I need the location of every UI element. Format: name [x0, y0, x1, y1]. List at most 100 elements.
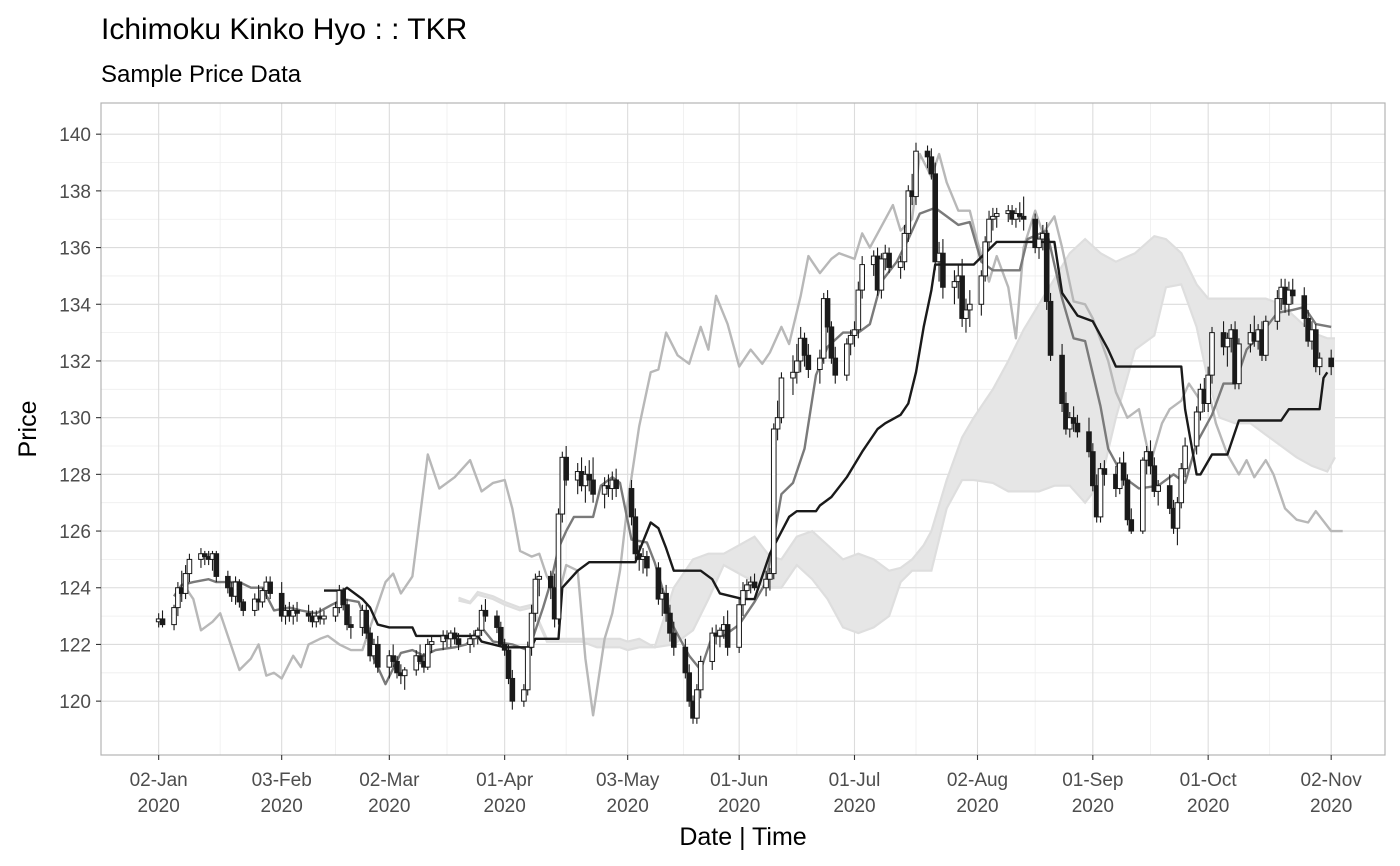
candle-body-up — [1155, 485, 1161, 492]
x-tick-label-date: 02-Jan — [130, 770, 188, 791]
candlestick — [471, 630, 477, 648]
candlestick — [767, 567, 773, 591]
candlestick — [817, 349, 823, 384]
y-tick-label: 138 — [59, 182, 91, 203]
candlestick — [736, 599, 742, 653]
candle-body-down — [1047, 300, 1054, 356]
candlestick — [774, 400, 781, 441]
candlestick — [897, 256, 904, 279]
y-tick-label: 122 — [59, 635, 91, 656]
x-tick-label-year: 2020 — [1072, 796, 1114, 817]
candlestick — [1140, 457, 1146, 534]
x-tick-label-year: 2020 — [607, 796, 649, 817]
candlestick — [1070, 406, 1077, 432]
candle-body-down — [1059, 354, 1065, 404]
candlestick — [294, 601, 300, 622]
candle-body-up — [1178, 468, 1185, 504]
candlestick — [982, 236, 988, 282]
x-tick-label-year: 2020 — [484, 796, 526, 817]
candlestick — [1178, 463, 1185, 509]
y-tick-label: 134 — [59, 295, 91, 316]
x-tick-label-date: 03-Feb — [252, 770, 312, 791]
candle-body-up — [1286, 289, 1292, 305]
candle-body-up — [851, 329, 858, 336]
candlestick — [878, 253, 885, 299]
candlestick — [851, 321, 858, 347]
candle-body-up — [820, 298, 827, 359]
kumo-cloud-area — [458, 236, 1335, 651]
x-tick-label-date: 01-Sep — [1062, 770, 1123, 791]
candle-body-up — [478, 609, 485, 631]
candle-body-up — [186, 558, 193, 575]
candlestick — [236, 579, 243, 608]
candle-body-down — [828, 326, 835, 359]
chart-title: Ichimoku Kinko Hyo : : TKR — [101, 13, 467, 46]
candlestick — [1074, 414, 1081, 438]
chart-subtitle: Sample Price Data — [101, 61, 302, 88]
candle-body-up — [993, 213, 1000, 217]
candlestick — [967, 290, 973, 327]
candle-body-up — [847, 334, 854, 345]
candle-body-down — [801, 337, 808, 356]
candlestick — [363, 604, 370, 639]
candlestick — [663, 584, 669, 622]
candlestick — [1274, 290, 1281, 330]
candlestick — [394, 655, 400, 679]
candlesticks-layer — [155, 142, 1334, 724]
candlestick — [1101, 460, 1108, 486]
candlestick — [509, 669, 516, 710]
candlestick — [740, 582, 746, 617]
x-axis-ticks: 02-Jan 2020 03-Feb 2020 02-Mar 2020 01-Apr 2020… — [130, 755, 1362, 817]
candle-body-up — [1205, 374, 1211, 404]
candle-body-down — [547, 575, 554, 589]
candlestick — [855, 281, 862, 339]
candlestick — [175, 582, 181, 617]
x-tick-label-date: 01-Jul — [829, 770, 881, 791]
candle-body-down — [613, 479, 619, 490]
candle-body-up — [790, 371, 796, 379]
candlestick — [428, 635, 435, 653]
candle-body-down — [348, 624, 354, 628]
candle-body-up — [736, 604, 742, 648]
senkou-span-a-line — [458, 234, 1335, 649]
candle-body-up — [1224, 337, 1231, 348]
candle-body-down — [1313, 329, 1319, 368]
candlestick — [686, 664, 692, 707]
candle-body-down — [240, 601, 247, 611]
candlestick — [213, 550, 220, 583]
candlestick — [417, 644, 423, 665]
x-tick-label-year: 2020 — [261, 796, 303, 817]
candle-body-down — [509, 677, 516, 702]
candle-body-down — [1090, 451, 1096, 487]
candlestick — [1236, 338, 1242, 390]
candlestick — [1263, 315, 1269, 361]
candlestick — [321, 610, 327, 625]
candle-body-down — [1301, 295, 1308, 319]
candle-body-down — [686, 672, 692, 702]
candlestick — [990, 207, 996, 231]
y-tick-label: 120 — [59, 692, 91, 713]
candlestick — [744, 579, 750, 600]
candle-body-up — [536, 575, 543, 580]
candle-body-up — [878, 258, 885, 291]
candle-body-down — [213, 553, 220, 577]
candlestick — [1043, 222, 1050, 310]
x-tick-label-date: 03-May — [596, 770, 660, 791]
candle-body-down — [1166, 485, 1173, 509]
candlestick — [928, 148, 935, 180]
candlestick — [843, 338, 850, 381]
candlestick — [521, 684, 527, 707]
candlestick — [901, 224, 908, 271]
y-axis-ticks: 120 122 124 126 128 130 132 134 136 138 140 — [59, 125, 101, 713]
candle-body-down — [1063, 402, 1069, 430]
candle-body-up — [951, 281, 958, 288]
candle-body-up — [817, 357, 823, 370]
candle-body-up — [1236, 343, 1242, 385]
x-tick-label-year: 2020 — [1310, 796, 1352, 817]
candle-body-down — [394, 660, 400, 674]
candle-body-up — [1097, 468, 1104, 518]
candle-body-up — [986, 218, 992, 243]
candle-body-down — [236, 581, 243, 603]
candle-body-down — [586, 473, 593, 481]
